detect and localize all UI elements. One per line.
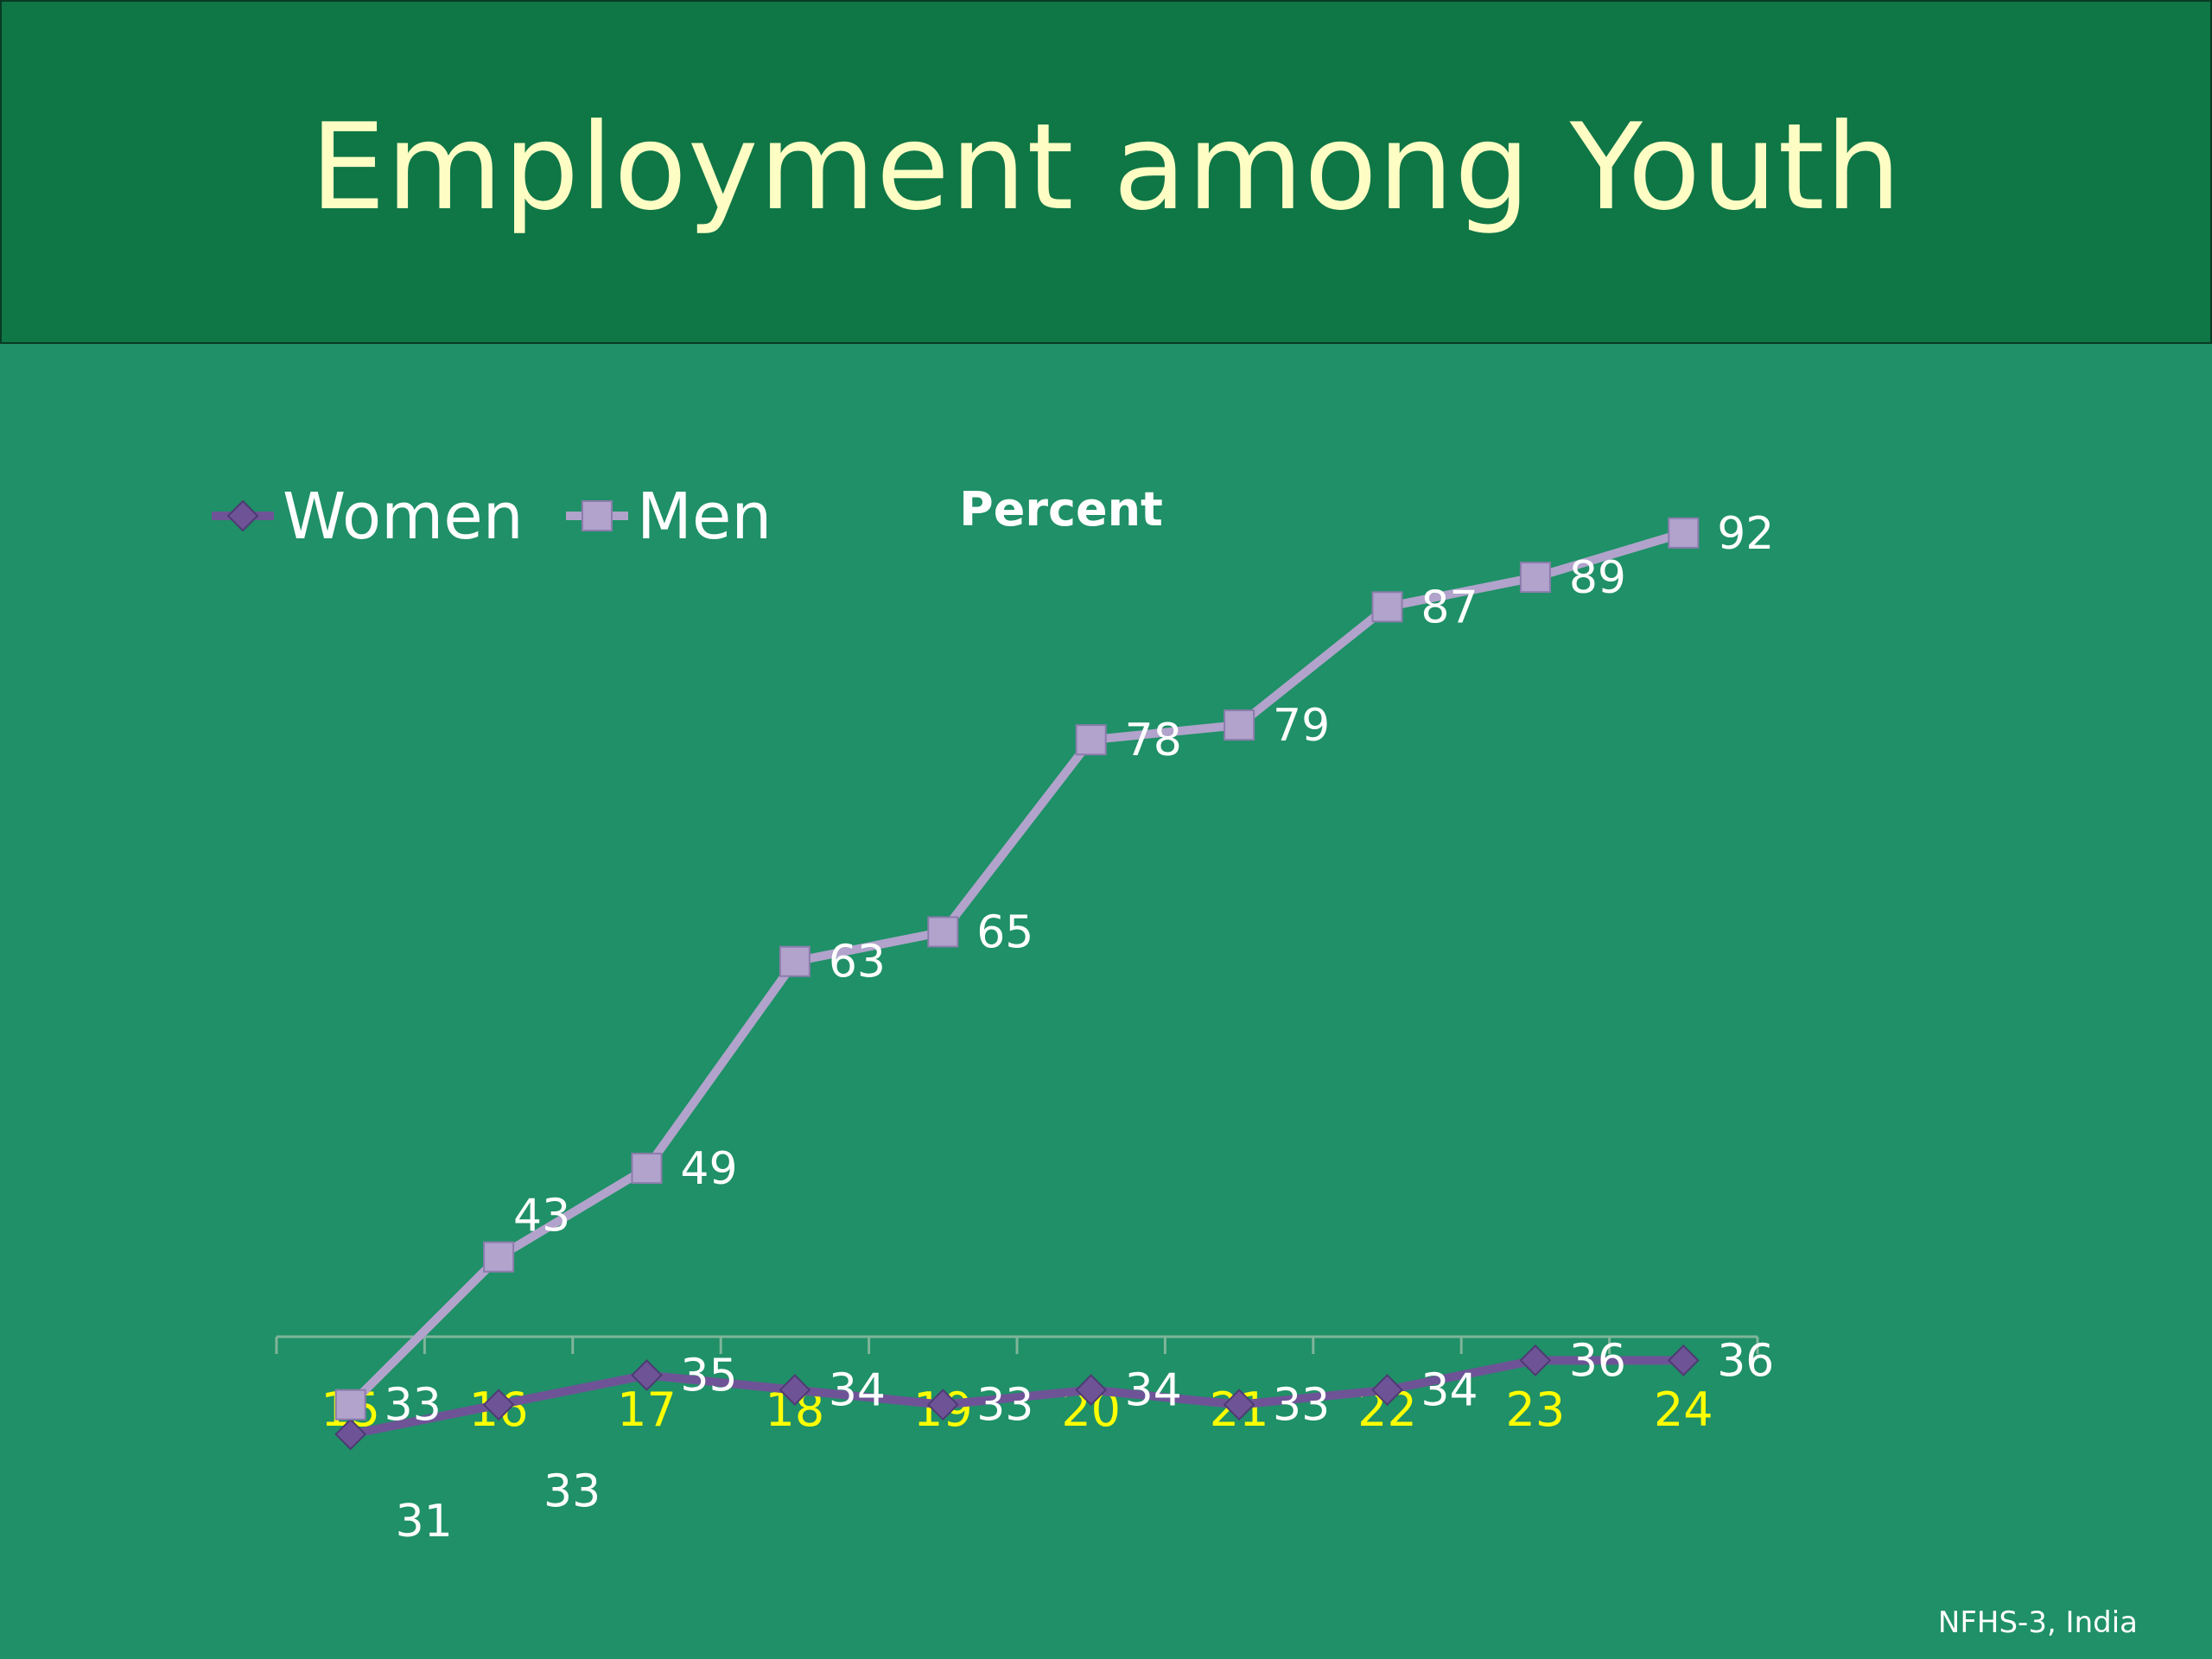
men-data-label: 49 [680, 1143, 737, 1195]
women-data-point [334, 1418, 367, 1451]
legend: Women Men [212, 480, 772, 554]
women-series-line [346, 1356, 1688, 1439]
women-data-point [926, 1389, 959, 1421]
women-data-label: 36 [1569, 1335, 1626, 1387]
title-bar: Employment among Youth [0, 0, 2212, 344]
men-data-label: 87 [1421, 582, 1478, 633]
men-series-line [346, 528, 1688, 1409]
x-tick-label: 17 [617, 1382, 677, 1437]
men-data-point [334, 1389, 366, 1421]
slide-title: Employment among Youth [309, 98, 1903, 237]
men-data-point [1224, 709, 1255, 741]
men-data-point [631, 1153, 663, 1185]
x-tick-label: 23 [1506, 1382, 1566, 1437]
women-legend-label: Women [283, 480, 524, 554]
men-data-label: 78 [1125, 715, 1182, 766]
women-data-label: 33 [1273, 1380, 1330, 1432]
women-data-label: 34 [1421, 1365, 1478, 1417]
men-data-label: 89 [1569, 552, 1626, 604]
men-legend-marker [582, 500, 613, 531]
men-data-point [779, 945, 810, 977]
men-data-point [1371, 591, 1403, 623]
men-data-label: 79 [1273, 700, 1330, 752]
women-data-point [482, 1389, 515, 1421]
chart-title: Percent [959, 482, 1163, 537]
men-data-label: 63 [829, 937, 886, 988]
women-data-label: 33 [543, 1466, 601, 1518]
women-data-label: 34 [1125, 1365, 1182, 1417]
men-data-label: 33 [385, 1380, 442, 1432]
women-data-label: 31 [396, 1496, 453, 1548]
men-data-point [1075, 724, 1107, 756]
men-data-label: 92 [1717, 508, 1774, 560]
men-data-label: 65 [976, 907, 1033, 959]
women-data-label: 36 [1717, 1335, 1774, 1387]
men-data-point [483, 1241, 515, 1273]
women-data-point [1667, 1344, 1700, 1376]
women-data-point [779, 1374, 811, 1407]
women-data-label: 33 [976, 1380, 1033, 1432]
men-data-point [1519, 562, 1551, 594]
women-data-label: 34 [829, 1365, 886, 1417]
series-layer [334, 517, 1700, 1451]
men-legend-label: Men [637, 480, 772, 554]
women-data-point [1223, 1389, 1255, 1421]
women-legend-marker [226, 499, 259, 532]
men-data-point [927, 916, 959, 948]
data-labels: 31 33 35 34 33 34 33 34 36 36 33 43 49 63 65 78 79 87 89 92 [385, 508, 1775, 1548]
women-data-point [1075, 1374, 1108, 1407]
men-data-label: 43 [513, 1191, 570, 1243]
source-note: NFHS-3, India [1937, 1605, 2138, 1640]
women-data-point [631, 1359, 663, 1391]
x-tick-label: 24 [1654, 1382, 1713, 1437]
women-data-point [1519, 1344, 1552, 1376]
men-data-point [1668, 517, 1700, 549]
women-data-label: 35 [680, 1351, 737, 1402]
women-data-point [1371, 1374, 1403, 1407]
